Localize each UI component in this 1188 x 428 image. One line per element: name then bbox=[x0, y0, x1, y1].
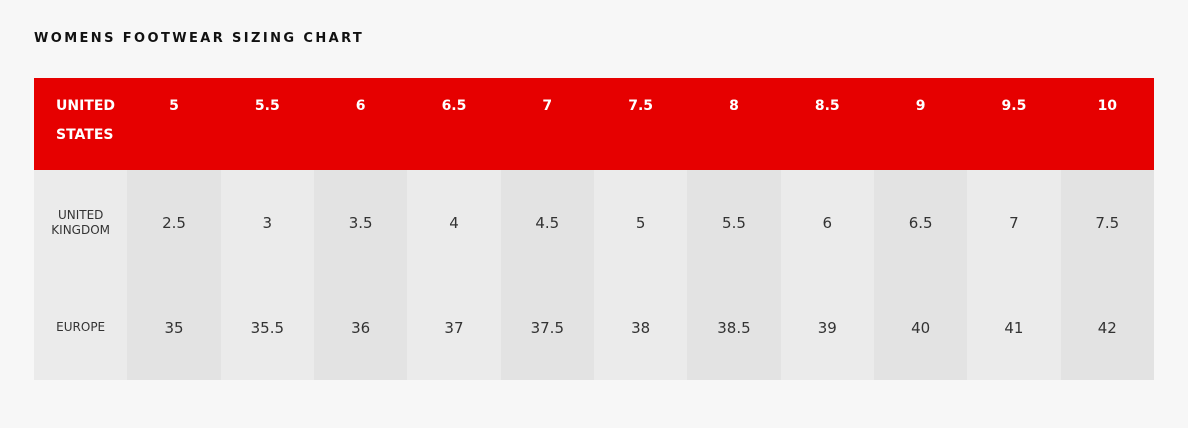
size-cell: 3 bbox=[220, 170, 314, 275]
size-cell: 7 bbox=[967, 170, 1061, 275]
header-size-cell: 7.5 bbox=[593, 78, 688, 170]
size-cell: 35 bbox=[127, 275, 221, 380]
size-cell: 39 bbox=[780, 275, 874, 380]
table-row: UNITED KINGDOM 2.5 3 3.5 4 4.5 5 5.5 6 6.5 7 7.5 bbox=[34, 170, 1154, 275]
size-cell: 5 bbox=[593, 170, 688, 275]
header-label-us: UNITED STATES bbox=[34, 78, 128, 170]
size-cell: 38.5 bbox=[687, 275, 781, 380]
size-cell: 5.5 bbox=[687, 170, 781, 275]
header-size-cell: 10 bbox=[1060, 78, 1154, 170]
size-cell: 38 bbox=[593, 275, 688, 380]
size-cell: 37.5 bbox=[500, 275, 594, 380]
header-label-line2: STATES bbox=[56, 127, 114, 143]
size-cell: 4.5 bbox=[500, 170, 594, 275]
row-label: EUROPE bbox=[34, 275, 128, 380]
size-cell: 40 bbox=[873, 275, 968, 380]
header-size-cell: 8.5 bbox=[780, 78, 874, 170]
size-cell: 4 bbox=[407, 170, 501, 275]
size-cell: 35.5 bbox=[220, 275, 314, 380]
header-size-cell: 8 bbox=[687, 78, 781, 170]
header-size-cell: 5.5 bbox=[220, 78, 314, 170]
header-size-cell: 5 bbox=[127, 78, 221, 170]
size-cell: 6.5 bbox=[873, 170, 968, 275]
size-cell: 6 bbox=[780, 170, 874, 275]
header-size-cell: 7 bbox=[500, 78, 594, 170]
table-row: EUROPE 35 35.5 36 37 37.5 38 38.5 39 40 41 42 bbox=[34, 275, 1154, 380]
header-row: UNITED STATES 5 5.5 6 6.5 7 7.5 8 8.5 9 9.5 10 bbox=[34, 78, 1154, 170]
size-cell: 2.5 bbox=[127, 170, 221, 275]
header-size-cell: 9 bbox=[873, 78, 968, 170]
size-cell: 37 bbox=[407, 275, 501, 380]
header-label-line1: UNITED bbox=[56, 98, 116, 114]
row-label: UNITED KINGDOM bbox=[34, 170, 128, 275]
header-size-cell: 9.5 bbox=[967, 78, 1061, 170]
header-size-cell: 6 bbox=[313, 78, 408, 170]
size-cell: 41 bbox=[967, 275, 1061, 380]
row-label-line1: UNITED bbox=[57, 207, 104, 222]
header-size-cell: 6.5 bbox=[407, 78, 501, 170]
size-cell: 42 bbox=[1060, 275, 1154, 380]
page-title: WOMENS FOOTWEAR SIZING CHART bbox=[34, 31, 365, 46]
row-label-line1: EUROPE bbox=[56, 320, 106, 334]
sizing-table: UNITED STATES 5 5.5 6 6.5 7 7.5 8 8.5 9 9.5 10 UNIT… bbox=[34, 78, 1154, 380]
size-cell: 3.5 bbox=[313, 170, 408, 275]
size-cell: 7.5 bbox=[1060, 170, 1154, 275]
row-label-line2: KINGDOM bbox=[51, 222, 111, 237]
size-cell: 36 bbox=[313, 275, 408, 380]
